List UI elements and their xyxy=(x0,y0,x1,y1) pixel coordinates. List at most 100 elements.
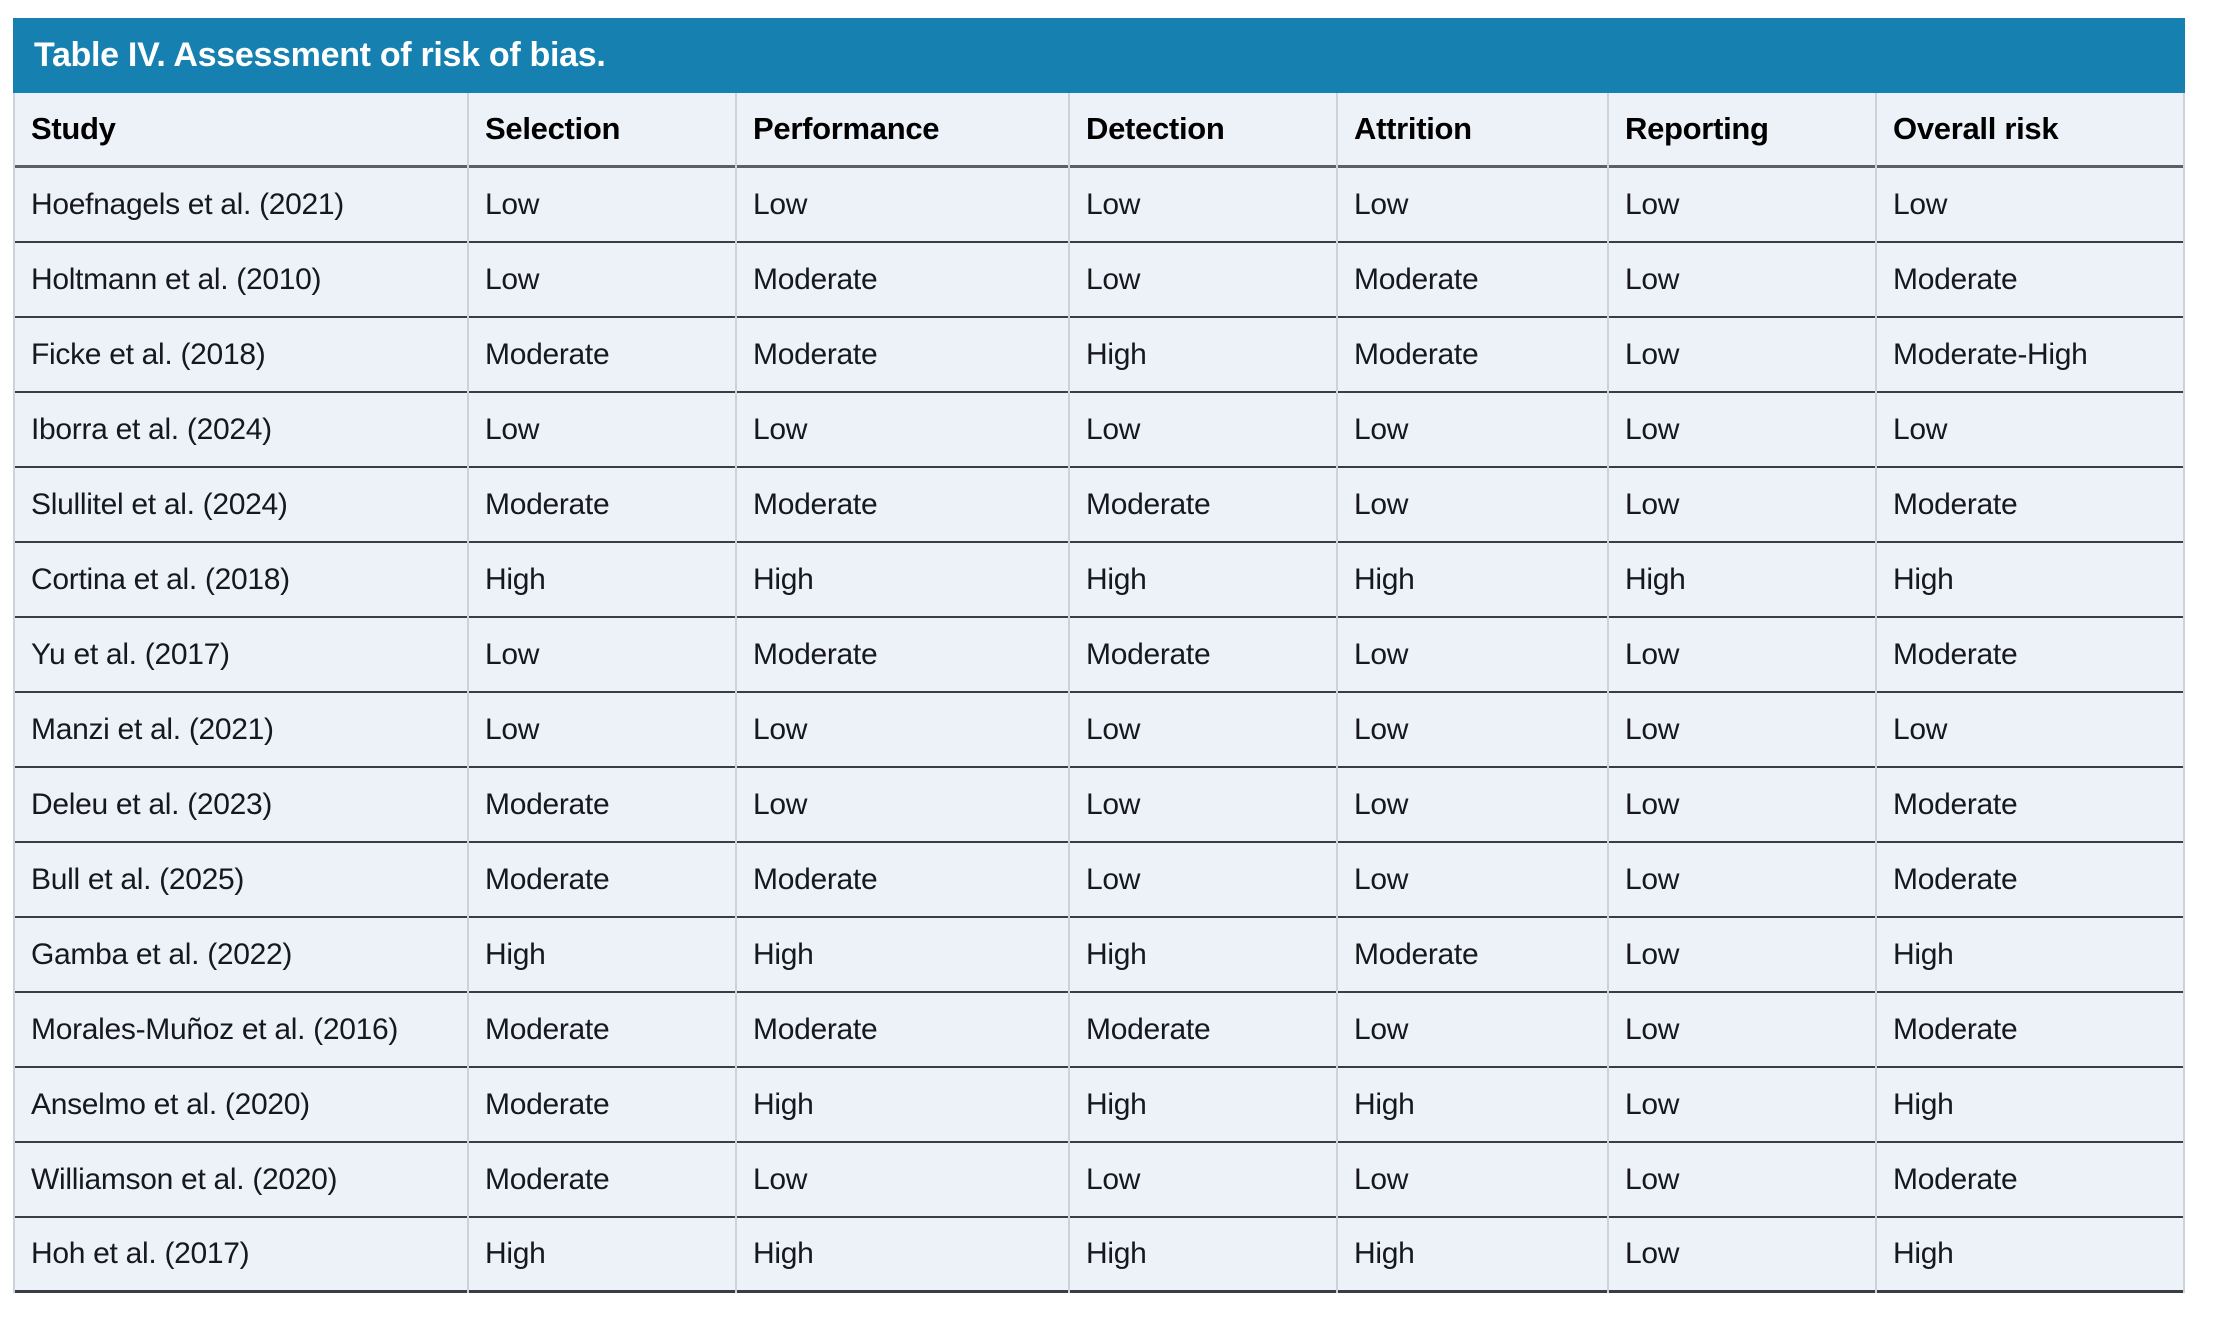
rating-cell: Low xyxy=(1070,168,1336,243)
rating-cell: High xyxy=(469,918,735,993)
study-cell: Ficke et al. (2018) xyxy=(15,318,467,393)
rating-cell: Low xyxy=(1609,993,1875,1068)
rating-cell: Low xyxy=(1877,693,2183,768)
rating-cell: Low xyxy=(1338,468,1607,543)
risk-of-bias-table: Table IV. Assessment of risk of bias. St… xyxy=(13,18,2185,1293)
column-header-performance: Performance xyxy=(737,93,1068,168)
rating-cell: High xyxy=(1070,543,1336,618)
rating-cell: High xyxy=(737,1218,1068,1293)
rating-cell: Moderate xyxy=(469,1068,735,1143)
study-cell: Anselmo et al. (2020) xyxy=(15,1068,467,1143)
column-header-reporting: Reporting xyxy=(1609,93,1875,168)
rating-cell: Low xyxy=(469,393,735,468)
table-row: Anselmo et al. (2020) Moderate High High Hig… xyxy=(15,1068,2183,1143)
rating-cell: Low xyxy=(1338,843,1607,918)
rating-cell: Moderate xyxy=(737,993,1068,1068)
rating-cell: Moderate xyxy=(1877,1143,2183,1218)
rating-cell: Low xyxy=(1877,168,2183,243)
rating-cell: Moderate xyxy=(737,618,1068,693)
rating-cell: High xyxy=(737,1068,1068,1143)
rating-cell: High xyxy=(1877,1218,2183,1293)
rating-cell: High xyxy=(469,1218,735,1293)
rating-cell: Low xyxy=(1338,993,1607,1068)
rating-cell: Low xyxy=(1609,243,1875,318)
rating-cell: Low xyxy=(1338,618,1607,693)
rating-cell: Low xyxy=(1070,768,1336,843)
table-row: Gamba et al. (2022) High High High Moderate L… xyxy=(15,918,2183,993)
rating-cell: Low xyxy=(1609,393,1875,468)
rating-cell: Low xyxy=(1609,318,1875,393)
table-row: Williamson et al. (2020) Moderate Low Low Lo… xyxy=(15,1143,2183,1218)
study-cell: Holtmann et al. (2010) xyxy=(15,243,467,318)
rating-cell: High xyxy=(737,543,1068,618)
study-cell: Hoh et al. (2017) xyxy=(15,1218,467,1293)
rating-cell: Low xyxy=(1338,768,1607,843)
rating-cell: Moderate xyxy=(1877,843,2183,918)
rating-cell: Moderate xyxy=(1338,243,1607,318)
rating-cell: Low xyxy=(737,393,1068,468)
table-row: Bull et al. (2025) Moderate Moderate Low Low… xyxy=(15,843,2183,918)
rating-cell: Moderate xyxy=(1877,243,2183,318)
study-cell: Cortina et al. (2018) xyxy=(15,543,467,618)
rating-cell: Moderate xyxy=(737,468,1068,543)
rating-cell: High xyxy=(1338,1218,1607,1293)
rating-cell: Moderate xyxy=(469,1143,735,1218)
table-row: Slullitel et al. (2024) Moderate Moderate M… xyxy=(15,468,2183,543)
rating-cell: Low xyxy=(469,693,735,768)
table-row: Cortina et al. (2018) High High High High Hig… xyxy=(15,543,2183,618)
column-header-row: Study Selection Performance Detection Attrit… xyxy=(15,93,2183,168)
rating-cell: Low xyxy=(1609,1143,1875,1218)
rating-cell: Low xyxy=(737,1143,1068,1218)
rating-cell: Moderate xyxy=(1338,318,1607,393)
rating-cell: High xyxy=(1877,918,2183,993)
rating-cell: Moderate xyxy=(737,243,1068,318)
rating-cell: High xyxy=(1877,1068,2183,1143)
rating-cell: Low xyxy=(1070,843,1336,918)
rating-cell: High xyxy=(1070,1218,1336,1293)
rating-cell: Moderate xyxy=(469,993,735,1068)
table-title-bar: Table IV. Assessment of risk of bias. xyxy=(13,18,2185,93)
rating-cell: Moderate xyxy=(1070,468,1336,543)
study-cell: Hoefnagels et al. (2021) xyxy=(15,168,467,243)
study-cell: Slullitel et al. (2024) xyxy=(15,468,467,543)
column-header-selection: Selection xyxy=(469,93,735,168)
table-row: Yu et al. (2017) Low Moderate Moderate Low Lo… xyxy=(15,618,2183,693)
rating-cell: Moderate xyxy=(1338,918,1607,993)
table-title: Table IV. Assessment of risk of bias. xyxy=(34,36,606,74)
rating-cell: High xyxy=(737,918,1068,993)
study-cell: Iborra et al. (2024) xyxy=(15,393,467,468)
rating-cell: Low xyxy=(1609,1068,1875,1143)
rating-cell: Low xyxy=(1070,1143,1336,1218)
table-row: Holtmann et al. (2010) Low Moderate Low Mode… xyxy=(15,243,2183,318)
rating-cell: Low xyxy=(737,693,1068,768)
study-cell: Deleu et al. (2023) xyxy=(15,768,467,843)
study-cell: Williamson et al. (2020) xyxy=(15,1143,467,1218)
rating-cell: Low xyxy=(1609,1218,1875,1293)
rating-cell: Low xyxy=(469,168,735,243)
bias-assessment-table: Study Selection Performance Detection Attrit… xyxy=(13,93,2185,1293)
rating-cell: Moderate-High xyxy=(1877,318,2183,393)
rating-cell: High xyxy=(1338,543,1607,618)
column-header-overall-risk: Overall risk xyxy=(1877,93,2183,168)
rating-cell: Low xyxy=(1609,768,1875,843)
rating-cell: Moderate xyxy=(1877,468,2183,543)
rating-cell: Low xyxy=(1338,393,1607,468)
rating-cell: Moderate xyxy=(469,468,735,543)
rating-cell: Moderate xyxy=(1070,993,1336,1068)
study-cell: Manzi et al. (2021) xyxy=(15,693,467,768)
rating-cell: Low xyxy=(1877,393,2183,468)
table-row: Manzi et al. (2021) Low Low Low Low Low Low xyxy=(15,693,2183,768)
rating-cell: Low xyxy=(1070,393,1336,468)
rating-cell: Low xyxy=(1609,918,1875,993)
rating-cell: Low xyxy=(1070,243,1336,318)
rating-cell: Low xyxy=(1338,168,1607,243)
rating-cell: Moderate xyxy=(737,843,1068,918)
rating-cell: High xyxy=(1877,543,2183,618)
column-header-study: Study xyxy=(15,93,467,168)
table-body: Hoefnagels et al. (2021) Low Low Low Low Low L… xyxy=(15,168,2183,1293)
rating-cell: Moderate xyxy=(469,768,735,843)
rating-cell: Low xyxy=(1338,1143,1607,1218)
rating-cell: Low xyxy=(469,618,735,693)
rating-cell: Low xyxy=(1609,618,1875,693)
table-row: Iborra et al. (2024) Low Low Low Low Low Low xyxy=(15,393,2183,468)
